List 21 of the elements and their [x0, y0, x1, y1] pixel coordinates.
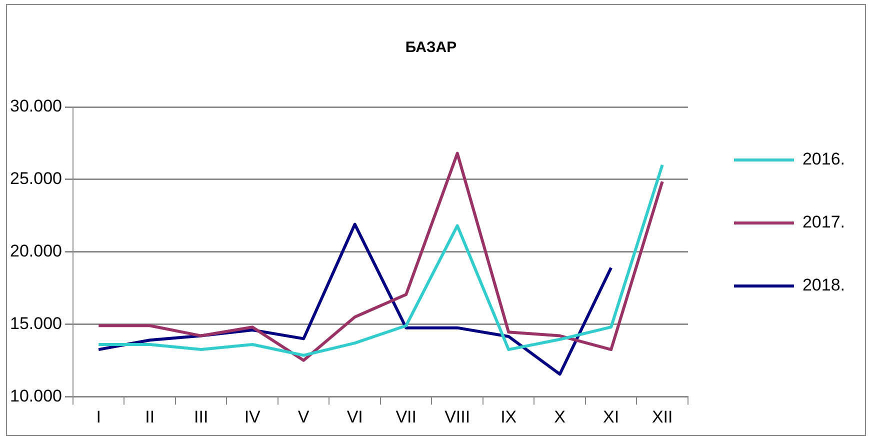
x-tick-label: III [194, 407, 208, 426]
x-tick-label: X [554, 407, 566, 426]
x-tick-label: VII [396, 407, 416, 426]
x-tick-label: XI [603, 407, 620, 426]
y-tick-label: 30.000 [10, 96, 62, 116]
legend-label: 2017. [802, 212, 846, 232]
legend-label: 2016. [802, 150, 846, 169]
y-tick-label: 15.000 [10, 314, 62, 333]
x-tick-label: I [96, 407, 101, 426]
y-tick-label: 25.000 [10, 169, 62, 188]
y-tick-label: 20.000 [10, 241, 62, 260]
x-tick-label: VI [346, 407, 363, 426]
x-tick-label: IV [244, 407, 262, 426]
x-tick-label: XII [652, 407, 673, 426]
legend-label: 2018. [802, 276, 846, 295]
chart-title: БАЗАР [405, 39, 457, 56]
x-tick-label: II [145, 407, 155, 426]
x-tick-label: VIII [444, 407, 470, 426]
x-tick-label: V [298, 407, 310, 426]
y-tick-label: 10.000 [10, 386, 62, 406]
x-tick-label: IX [500, 407, 517, 426]
